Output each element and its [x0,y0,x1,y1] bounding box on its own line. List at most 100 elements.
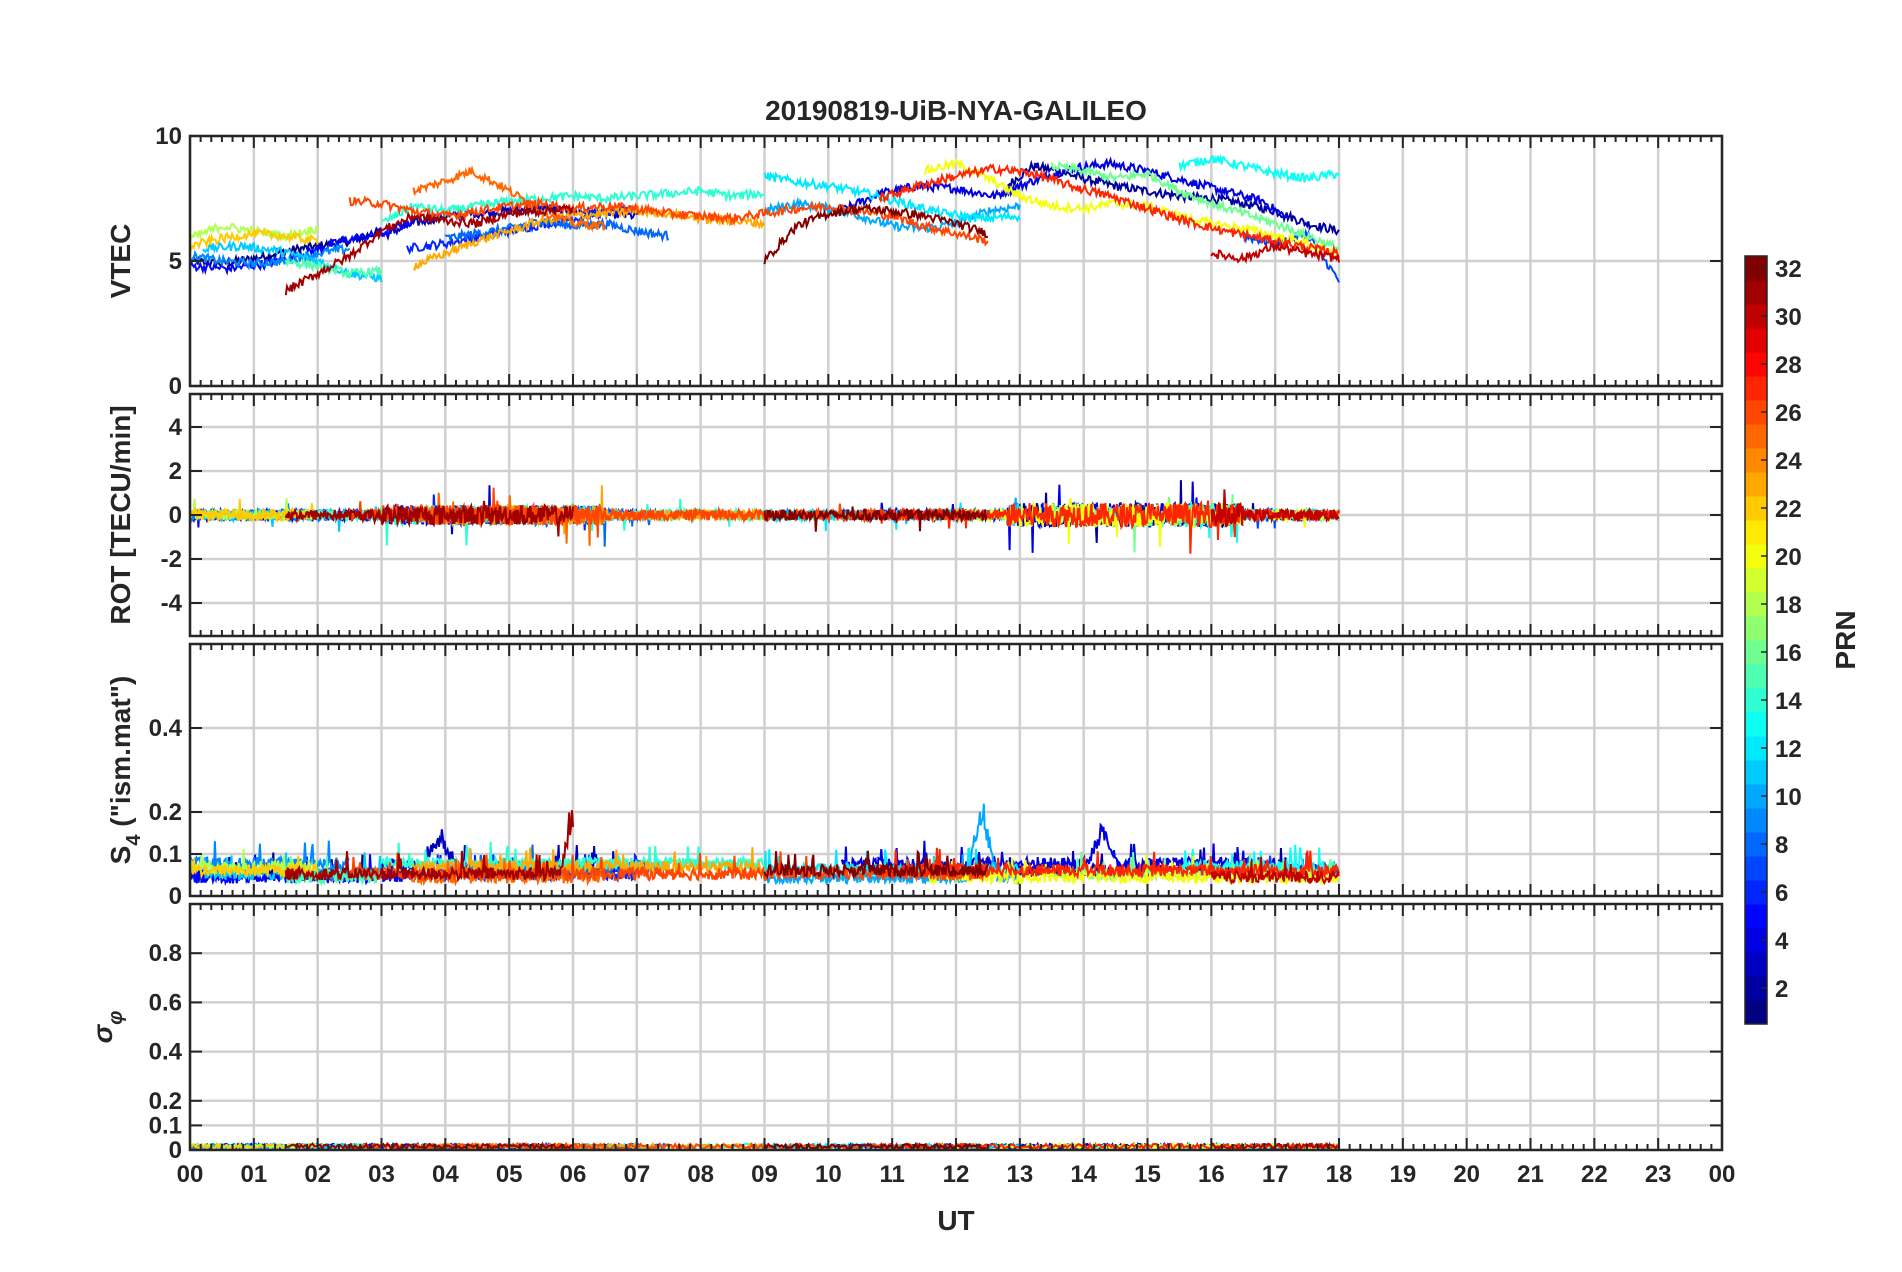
vtec-series-prn-12 [763,171,1021,224]
colorbar-segment [1745,904,1767,929]
panel-s4: 0 0.1 0.2 0.4S4 ("ism.mat") [105,642,1724,910]
x-tick-label: 01 [240,1161,267,1188]
y-tick-label: 0 [169,883,182,910]
x-tick-label: 16 [1198,1161,1225,1188]
x-tick-label: 02 [304,1161,331,1188]
chart-title: 20190819-UiB-NYA-GALILEO [765,95,1147,126]
vtec-series-prn-14 [381,185,765,224]
x-tick-label: 13 [1006,1161,1033,1188]
panel-rot: -4 -2 0 2 4 ROT [TECU/min] [105,392,1724,638]
vtec-series-prn-16 [1050,160,1340,255]
colorbar-segment [1745,760,1767,785]
x-tick-label: 11 [879,1161,904,1188]
colorbar-segment [1745,712,1767,737]
colorbar-segment [1745,304,1767,329]
y-tick-label: 0 [169,502,182,529]
colorbar-segment [1745,880,1767,905]
y-tick-label: 0 [169,1137,182,1164]
colorbar-segment [1745,928,1767,953]
vtec-series-prn-32 [763,202,989,265]
rot-series-prn-30 [1210,489,1340,528]
colorbar-segment [1745,544,1767,569]
y-tick-label: 4 [169,414,183,441]
sigma-series-prn-32 [763,1141,987,1150]
sigma-series-prn-31 [285,1142,574,1150]
colorbar-segment [1745,328,1767,353]
s4-series-prn-31 [284,810,574,883]
x-tick-label: 00 [177,1161,204,1188]
vtec-series-prn-11 [202,239,383,283]
x-tick-labels: 00 01 02 03 04 05 06 07 08 09 10 11 12 13 14 15 16 17 18 19… [177,1161,1736,1188]
vtec-series-prn-31 [284,203,574,296]
y-axis-label-vtec: VTEC [105,224,136,299]
y-tick-label: 2 [169,458,182,485]
panel-vtec: 0 5 10 VTEC [105,123,1724,400]
colorbar-segment [1745,592,1767,617]
colorbar-segment [1745,856,1767,881]
x-tick-label: 21 [1517,1161,1544,1188]
y-tick-label: 5 [169,248,182,275]
x-tick-label: 00 [1709,1161,1736,1188]
colorbar-segment [1745,280,1767,305]
vtec-series-prn-27 [878,163,1340,260]
colorbar-tick-label: 12 [1775,736,1802,763]
x-tick-label: 04 [432,1161,459,1188]
x-tick-label: 14 [1070,1161,1097,1188]
colorbar-tick-label: 16 [1775,640,1802,667]
colorbar-tick-label: 8 [1775,832,1788,859]
colorbar-segment [1745,352,1767,377]
colorbar-segment [1745,640,1767,665]
x-tick-label: 08 [687,1161,714,1188]
colorbar-segment [1745,736,1767,761]
y-axis-label-rot: ROT [TECU/min] [105,405,136,624]
vtec-series-prn-25 [412,164,606,233]
vtec-series-prn-26 [348,195,989,247]
vtec-series-prn-9 [190,243,351,271]
y-tick-label: 0.2 [149,799,182,826]
colorbar-tick-label: 28 [1775,352,1802,379]
x-tick-label: 05 [496,1161,523,1188]
x-tick-label: 19 [1389,1161,1416,1188]
colorbar-tick-label: 6 [1775,880,1788,907]
vtec-series-prn-30 [1210,241,1340,264]
x-tick-label: 03 [368,1161,395,1188]
y-axis-label-s4: S4 ("ism.mat") [105,676,145,865]
x-tick-label: 10 [815,1161,842,1188]
colorbar-segment [1745,664,1767,689]
s4-series-prn-26 [348,851,988,884]
colorbar-tick-label: 10 [1775,784,1802,811]
y-tick-label: 0.4 [149,715,183,742]
colorbar-segment [1745,568,1767,593]
colorbar-tick-label: 18 [1775,592,1802,619]
x-axis-label: UT [937,1205,974,1236]
s4-series-prn-30 [1210,856,1340,886]
colorbar-segment [1745,496,1767,521]
series-group-rot [190,480,1340,554]
y-tick-label: 0.4 [149,1039,183,1066]
rot-series-prn-31 [284,500,574,537]
y-tick-label: 0.8 [149,940,182,967]
x-tick-label: 12 [943,1161,970,1188]
s4-series-prn-22 [190,855,319,880]
panel-sigma: 00.10.2 0.4 0.6 0.8 σφ [87,902,1724,1164]
colorbar-segment [1745,424,1767,449]
colorbar-tick-label: 30 [1775,304,1802,331]
colorbar-segment [1745,1000,1767,1025]
y-tick-label: 0.2 [149,1088,182,1115]
x-tick-label: 07 [623,1161,650,1188]
colorbar-tick-label: 22 [1775,496,1802,523]
x-tick-label: 22 [1581,1161,1608,1188]
y-tick-label: 0.1 [149,1112,182,1139]
series-group-vtec [190,154,1340,296]
colorbar-segment [1745,616,1767,641]
colorbar-frame [1744,255,1768,1025]
colorbar-segment [1745,952,1767,977]
x-tick-label: 17 [1262,1161,1289,1188]
colorbar-tick-label: 26 [1775,400,1802,427]
y-tick-label: 0.1 [149,841,182,868]
x-tick-label: 18 [1326,1161,1353,1188]
colorbar-segment [1745,376,1767,401]
y-tick-label: 0 [169,373,182,400]
